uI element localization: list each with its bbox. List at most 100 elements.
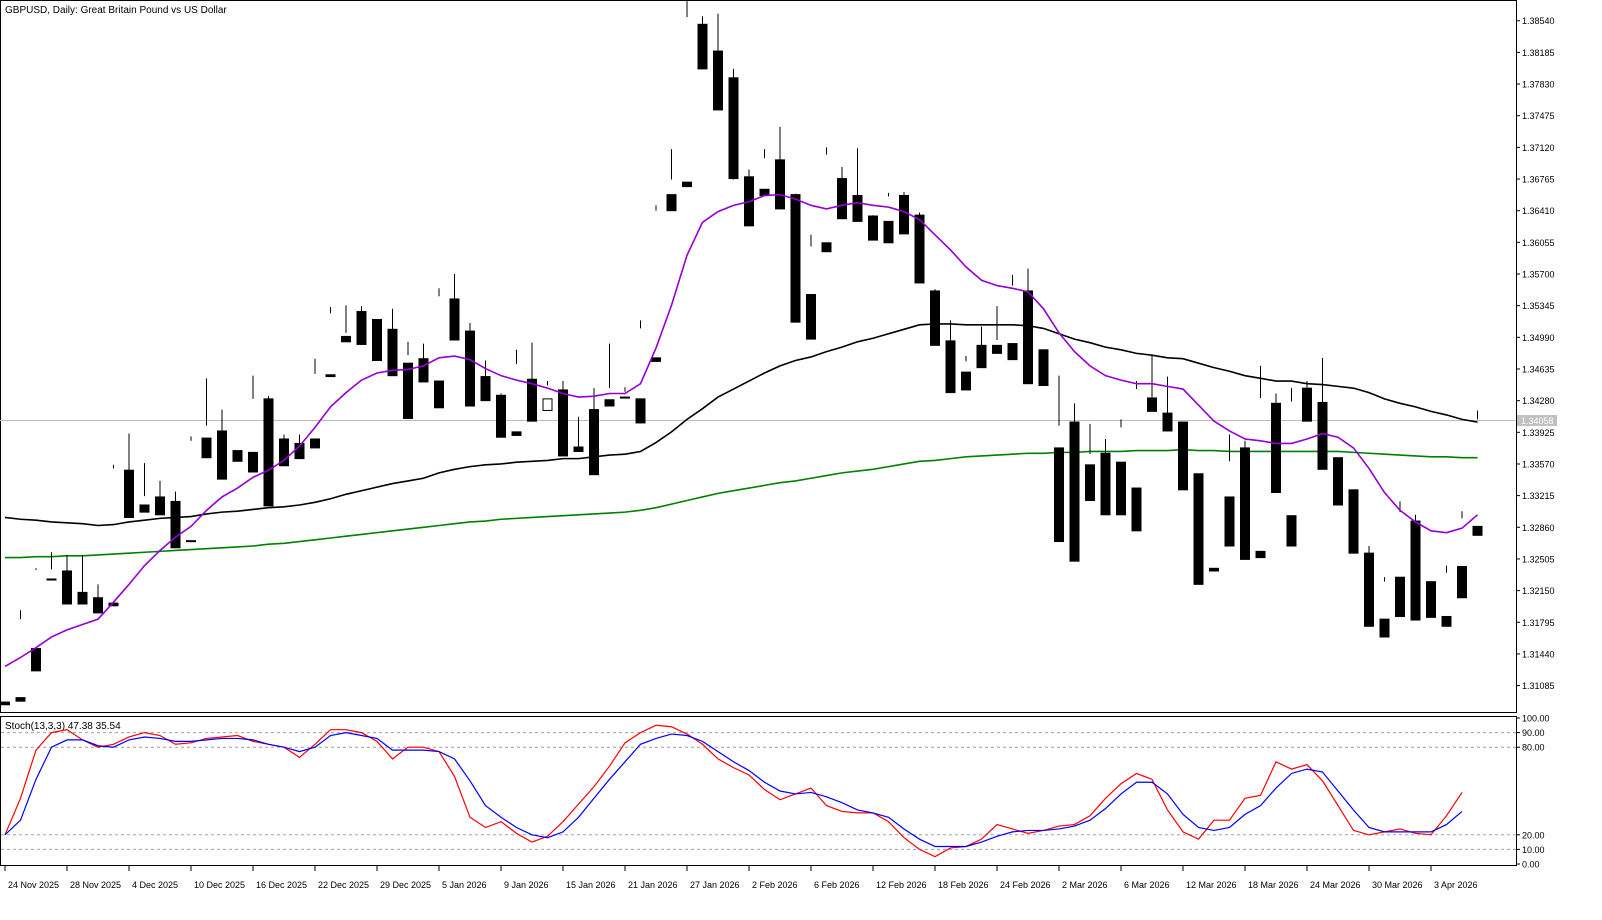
candle[interactable]	[620, 387, 630, 399]
candle[interactable]	[744, 169, 754, 227]
candle[interactable]	[1364, 546, 1374, 627]
candle[interactable]	[356, 306, 367, 345]
candle[interactable]	[263, 396, 274, 507]
candle[interactable]	[1379, 577, 1390, 638]
candle-body-down	[1441, 615, 1452, 627]
candle[interactable]	[1085, 423, 1095, 502]
candle[interactable]	[449, 274, 460, 341]
candle[interactable]	[496, 393, 506, 438]
candle[interactable]	[775, 126, 785, 210]
candle[interactable]	[217, 409, 227, 480]
candle[interactable]	[945, 320, 956, 394]
candle[interactable]	[527, 342, 537, 422]
candle[interactable]	[279, 434, 289, 467]
candle[interactable]	[697, 16, 708, 70]
candle[interactable]	[666, 149, 677, 212]
candle[interactable]	[1457, 511, 1467, 599]
candle[interactable]	[1426, 581, 1436, 618]
candle[interactable]	[46, 552, 57, 581]
candle[interactable]	[1069, 403, 1080, 562]
candle[interactable]	[1302, 381, 1312, 422]
candle-body-down	[217, 430, 227, 480]
candle[interactable]	[1472, 410, 1483, 536]
candle-body-down	[604, 399, 615, 407]
candle[interactable]	[1007, 274, 1018, 361]
candle[interactable]	[418, 343, 429, 383]
candle[interactable]	[573, 416, 584, 452]
candle[interactable]	[883, 192, 894, 244]
candle[interactable]	[310, 358, 320, 449]
candle[interactable]	[387, 308, 398, 377]
candle[interactable]	[511, 349, 522, 436]
candle[interactable]	[93, 584, 103, 614]
candle[interactable]	[1038, 349, 1049, 386]
candle[interactable]	[976, 326, 987, 369]
candle[interactable]	[232, 441, 243, 462]
candle[interactable]	[372, 318, 382, 362]
candle[interactable]	[682, 1, 692, 188]
candle[interactable]	[992, 306, 1002, 354]
candle[interactable]	[403, 341, 413, 419]
candle[interactable]	[139, 463, 150, 513]
candle[interactable]	[480, 360, 491, 402]
candle[interactable]	[1131, 381, 1142, 532]
candle[interactable]	[1333, 457, 1343, 506]
candle[interactable]	[821, 147, 832, 253]
candle[interactable]	[852, 148, 863, 222]
candle[interactable]	[77, 554, 88, 605]
candle[interactable]	[434, 288, 444, 409]
chart-title: GBPUSD, Daily: Great Britain Pound vs US…	[5, 5, 227, 16]
candle[interactable]	[635, 320, 646, 424]
candle[interactable]	[1410, 514, 1421, 621]
candle[interactable]	[124, 433, 134, 518]
candle[interactable]	[930, 289, 940, 346]
candle[interactable]	[201, 378, 212, 459]
candle[interactable]	[806, 234, 816, 340]
candles-layer[interactable]	[0, 1, 1483, 706]
candle-body-down	[341, 335, 351, 343]
price-tick-label: 1.36410	[1522, 206, 1555, 216]
candle[interactable]	[868, 215, 878, 241]
candle[interactable]	[558, 381, 568, 457]
candle[interactable]	[62, 554, 72, 605]
candle[interactable]	[465, 323, 475, 407]
candle[interactable]	[914, 212, 925, 284]
candle-body-down	[945, 340, 956, 394]
candle-body-down	[15, 697, 26, 702]
candle[interactable]	[1348, 489, 1359, 554]
candle[interactable]	[1224, 434, 1235, 547]
candle[interactable]	[1023, 268, 1033, 385]
candle[interactable]	[1271, 393, 1281, 494]
candle[interactable]	[790, 193, 801, 323]
candle[interactable]	[713, 13, 723, 111]
candle[interactable]	[15, 610, 26, 702]
candle[interactable]	[837, 166, 847, 220]
candle[interactable]	[0, 698, 10, 706]
candle[interactable]	[1116, 419, 1126, 516]
candle[interactable]	[1441, 565, 1452, 627]
candle[interactable]	[1286, 388, 1297, 547]
candle-body-down	[372, 318, 382, 362]
candle-body-down	[1054, 447, 1064, 543]
candle[interactable]	[1100, 438, 1111, 516]
candle[interactable]	[961, 356, 971, 391]
candle[interactable]	[186, 436, 196, 543]
candle[interactable]	[341, 305, 351, 343]
candle[interactable]	[155, 480, 165, 516]
candle[interactable]	[589, 388, 599, 476]
candle[interactable]	[604, 343, 615, 407]
candle[interactable]	[170, 491, 181, 549]
candle[interactable]	[1178, 421, 1188, 491]
candle[interactable]	[1162, 376, 1173, 432]
time-tick-label: 18 Mar 2026	[1248, 880, 1299, 890]
candle[interactable]	[1193, 473, 1204, 585]
candle[interactable]	[1255, 365, 1266, 559]
candle[interactable]	[1240, 440, 1250, 560]
candle[interactable]	[1209, 488, 1219, 572]
candle[interactable]	[248, 375, 258, 473]
candle[interactable]	[542, 381, 553, 411]
candle[interactable]	[728, 68, 739, 180]
candle[interactable]	[1054, 375, 1064, 543]
candle[interactable]	[325, 307, 336, 378]
candle-body-down	[279, 438, 289, 467]
